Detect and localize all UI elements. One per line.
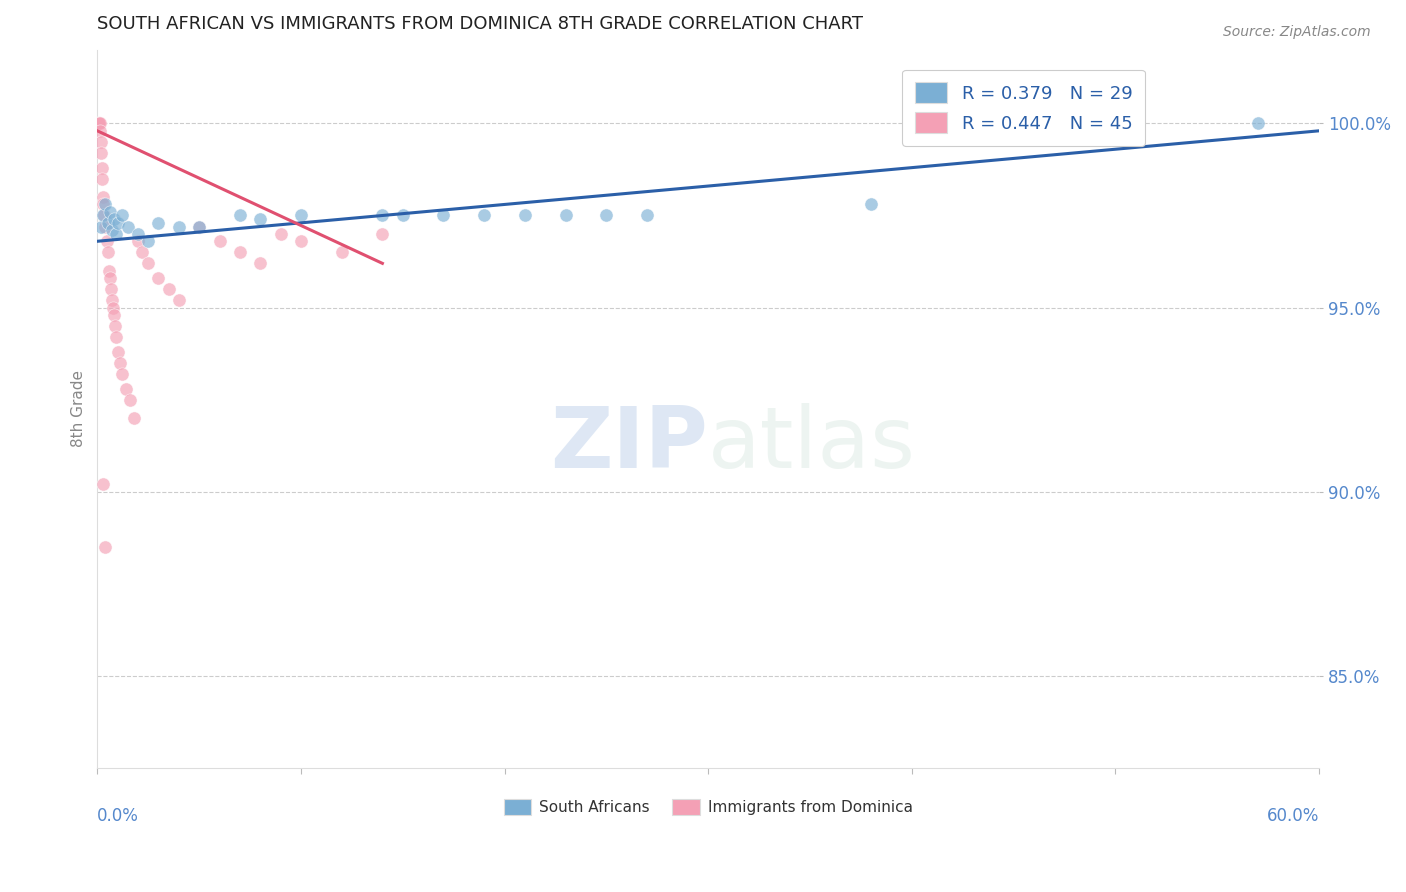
Point — [87, 116, 110, 130]
Point — [117, 219, 139, 234]
Point — [90, 161, 112, 175]
Point — [270, 227, 292, 241]
Point — [513, 209, 536, 223]
Point — [111, 367, 134, 381]
Point — [94, 197, 117, 211]
Point — [100, 223, 122, 237]
Point — [97, 263, 120, 277]
Point — [136, 234, 159, 248]
Point — [860, 197, 883, 211]
Point — [94, 219, 117, 234]
Point — [104, 330, 127, 344]
Point — [290, 209, 312, 223]
Point — [103, 212, 125, 227]
Point — [118, 392, 141, 407]
Point — [98, 271, 121, 285]
Point — [122, 411, 145, 425]
Point — [89, 116, 111, 130]
Point — [90, 145, 112, 160]
Point — [290, 234, 312, 248]
Point — [104, 318, 127, 333]
Point — [1247, 116, 1270, 130]
Point — [94, 540, 117, 554]
Point — [249, 256, 271, 270]
Y-axis label: 8th Grade: 8th Grade — [72, 370, 86, 447]
Point — [554, 209, 576, 223]
Text: SOUTH AFRICAN VS IMMIGRANTS FROM DOMINICA 8TH GRADE CORRELATION CHART: SOUTH AFRICAN VS IMMIGRANTS FROM DOMINIC… — [97, 15, 863, 33]
Point — [103, 308, 125, 322]
Point — [127, 227, 149, 241]
Text: atlas: atlas — [709, 403, 917, 486]
Point — [371, 209, 394, 223]
Point — [229, 245, 252, 260]
Point — [167, 219, 190, 234]
Point — [148, 216, 170, 230]
Text: 0.0%: 0.0% — [97, 807, 139, 825]
Point — [89, 116, 111, 130]
Point — [188, 219, 211, 234]
Point — [90, 219, 112, 234]
Point — [96, 245, 118, 260]
Point — [87, 116, 110, 130]
Point — [93, 209, 115, 223]
Point — [93, 197, 115, 211]
Point — [93, 477, 115, 491]
Point — [108, 356, 131, 370]
Point — [148, 271, 170, 285]
Point — [91, 190, 114, 204]
Point — [107, 344, 129, 359]
Point — [101, 301, 124, 315]
Text: ZIP: ZIP — [550, 403, 709, 486]
Text: Source: ZipAtlas.com: Source: ZipAtlas.com — [1223, 25, 1371, 39]
Point — [472, 209, 495, 223]
Point — [93, 209, 115, 223]
Point — [229, 209, 252, 223]
Point — [127, 234, 149, 248]
Point — [330, 245, 353, 260]
Point — [104, 227, 127, 241]
Legend: South Africans, Immigrants from Dominica: South Africans, Immigrants from Dominica — [498, 793, 918, 821]
Point — [249, 212, 271, 227]
Point — [111, 209, 134, 223]
Point — [100, 282, 122, 296]
Point — [167, 293, 190, 308]
Point — [98, 204, 121, 219]
Point — [391, 209, 413, 223]
Point — [115, 382, 138, 396]
Point — [96, 234, 118, 248]
Point — [157, 282, 180, 296]
Point — [188, 219, 211, 234]
Point — [89, 124, 111, 138]
Point — [371, 227, 394, 241]
Point — [131, 245, 153, 260]
Text: 60.0%: 60.0% — [1267, 807, 1319, 825]
Point — [432, 209, 454, 223]
Point — [96, 216, 118, 230]
Point — [595, 209, 617, 223]
Point — [208, 234, 231, 248]
Point — [90, 135, 112, 149]
Point — [107, 216, 129, 230]
Point — [636, 209, 658, 223]
Point — [136, 256, 159, 270]
Point — [100, 293, 122, 308]
Point — [91, 171, 114, 186]
